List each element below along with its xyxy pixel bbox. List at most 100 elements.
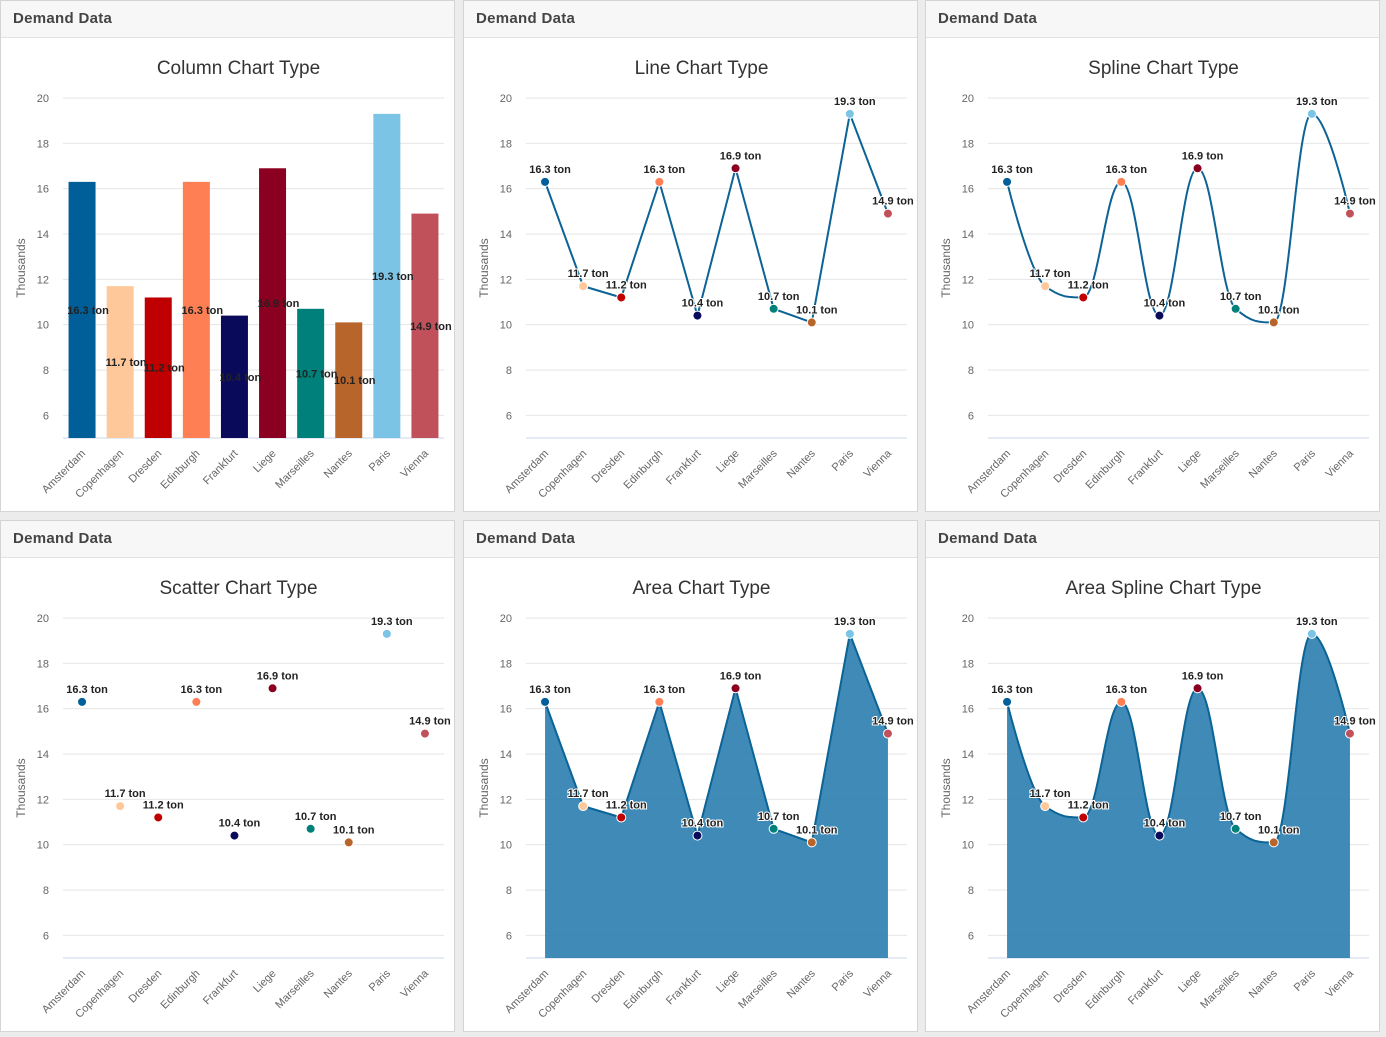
y-tick-label: 10 <box>962 320 974 332</box>
data-label: 16.3 ton <box>67 305 109 317</box>
y-tick-label: 20 <box>37 93 49 105</box>
bar <box>259 168 287 438</box>
y-tick-label: 8 <box>43 365 49 377</box>
point <box>1268 317 1279 328</box>
data-label: 16.9 ton <box>720 670 762 682</box>
y-tick-label: 18 <box>500 138 512 150</box>
point <box>882 208 893 219</box>
bar <box>182 181 210 438</box>
y-tick-label: 14 <box>962 749 974 761</box>
data-label: 16.9 ton <box>720 150 762 162</box>
data-label: 19.3 ton <box>372 271 414 283</box>
point <box>1306 628 1317 639</box>
panel: Demand Data Line Chart Type Thousands 6 8 10 1… <box>463 0 918 512</box>
x-tick-label: Liege <box>251 448 279 476</box>
line <box>544 630 889 844</box>
line <box>1006 632 1351 844</box>
x-tick-label: Vienna <box>1324 447 1357 480</box>
y-tick-label: 12 <box>37 274 49 286</box>
data-label: 10.1 ton <box>1258 304 1300 316</box>
y-tick-label: 20 <box>37 613 49 625</box>
x-tick-label: Liege <box>1176 448 1204 476</box>
x-tick-label: Paris <box>1292 967 1319 994</box>
y-tick-label: 18 <box>37 138 49 150</box>
data-label: 19.3 ton <box>1296 96 1338 108</box>
point <box>1154 830 1165 841</box>
data-label: 14.9 ton <box>410 321 452 333</box>
bar <box>335 322 363 438</box>
x-tick-label: Dresden <box>1051 968 1089 1006</box>
panel: Demand Data Spline Chart Type Thousands 6 8 1… <box>925 0 1380 512</box>
x-tick-label: Frankfurt <box>1126 448 1166 488</box>
point <box>77 696 88 707</box>
point <box>1116 176 1127 187</box>
data-label: 10.1 ton <box>796 824 838 836</box>
chart-title: Line Chart Type <box>635 58 769 79</box>
point <box>654 176 665 187</box>
point <box>654 696 665 707</box>
point <box>267 683 278 694</box>
data-label: 11.7 ton <box>1030 788 1071 800</box>
x-tick-label: Nantes <box>322 967 355 1000</box>
x-tick-label: Paris <box>367 447 394 474</box>
chart: Scatter Chart Type Thousands 6 8 10 12 14 16 18 2… <box>14 578 452 1021</box>
data-label: 19.3 ton <box>834 616 876 628</box>
x-tick-label: Vienna <box>399 967 432 1000</box>
point <box>806 837 817 848</box>
y-tick-label: 20 <box>500 613 512 625</box>
data-label: 19.3 ton <box>371 616 413 628</box>
data-label: 11.2 ton <box>1068 799 1109 811</box>
data-label: 10.4 ton <box>682 298 724 310</box>
data-label: 16.3 ton <box>182 305 224 317</box>
y-tick-label: 6 <box>968 930 974 942</box>
x-tick-label: Vienna <box>862 967 895 1000</box>
data-label: 10.7 ton <box>1220 811 1262 823</box>
x-tick-label: Marseilles <box>1198 447 1242 491</box>
y-tick-label: 20 <box>500 93 512 105</box>
point <box>381 628 392 639</box>
y-tick-label: 12 <box>500 794 512 806</box>
data-label: 11.7 ton <box>568 268 609 280</box>
chart: Column Chart Type Thousands 6 8 10 12 14 16 18 20… <box>14 58 452 501</box>
data-label: 16.3 ton <box>644 684 686 696</box>
point <box>153 812 164 823</box>
x-tick-label: Edinburgh <box>1084 448 1128 492</box>
panel-title: Demand Data <box>464 1 917 38</box>
data-label: 10.7 ton <box>1220 291 1262 303</box>
point <box>1002 176 1013 187</box>
y-tick-label: 14 <box>500 749 512 761</box>
y-tick-label: 8 <box>968 365 974 377</box>
y-tick-label: 8 <box>968 885 974 897</box>
bar <box>106 286 134 438</box>
y-tick-label: 16 <box>962 184 974 196</box>
point <box>882 728 893 739</box>
bar <box>68 181 96 438</box>
x-tick-label: Nantes <box>785 967 818 1000</box>
chart-title: Scatter Chart Type <box>159 578 317 599</box>
y-tick-label: 20 <box>962 613 974 625</box>
y-axis-title: Thousands <box>477 758 491 817</box>
data-label: 16.9 ton <box>257 670 299 682</box>
x-tick-label: Nantes <box>322 447 355 480</box>
y-tick-label: 16 <box>37 184 49 196</box>
y-tick-label: 6 <box>506 410 512 422</box>
point <box>768 823 779 834</box>
point <box>616 812 627 823</box>
x-tick-label: Nantes <box>785 447 818 480</box>
y-tick-label: 16 <box>500 704 512 716</box>
data-label: 11.7 ton <box>568 788 609 800</box>
data-label: 10.1 ton <box>334 375 376 387</box>
y-tick-label: 12 <box>500 274 512 286</box>
point <box>1344 728 1355 739</box>
bar <box>220 315 248 438</box>
panel-title: Demand Data <box>1 1 454 38</box>
point <box>1192 163 1203 174</box>
y-tick-label: 18 <box>962 138 974 150</box>
bar <box>411 213 439 438</box>
point <box>692 830 703 841</box>
x-tick-label: Marseilles <box>1198 967 1242 1011</box>
data-label: 10.4 ton <box>682 818 724 830</box>
x-tick-label: Paris <box>830 967 857 994</box>
data-label: 16.3 ton <box>1106 164 1148 176</box>
